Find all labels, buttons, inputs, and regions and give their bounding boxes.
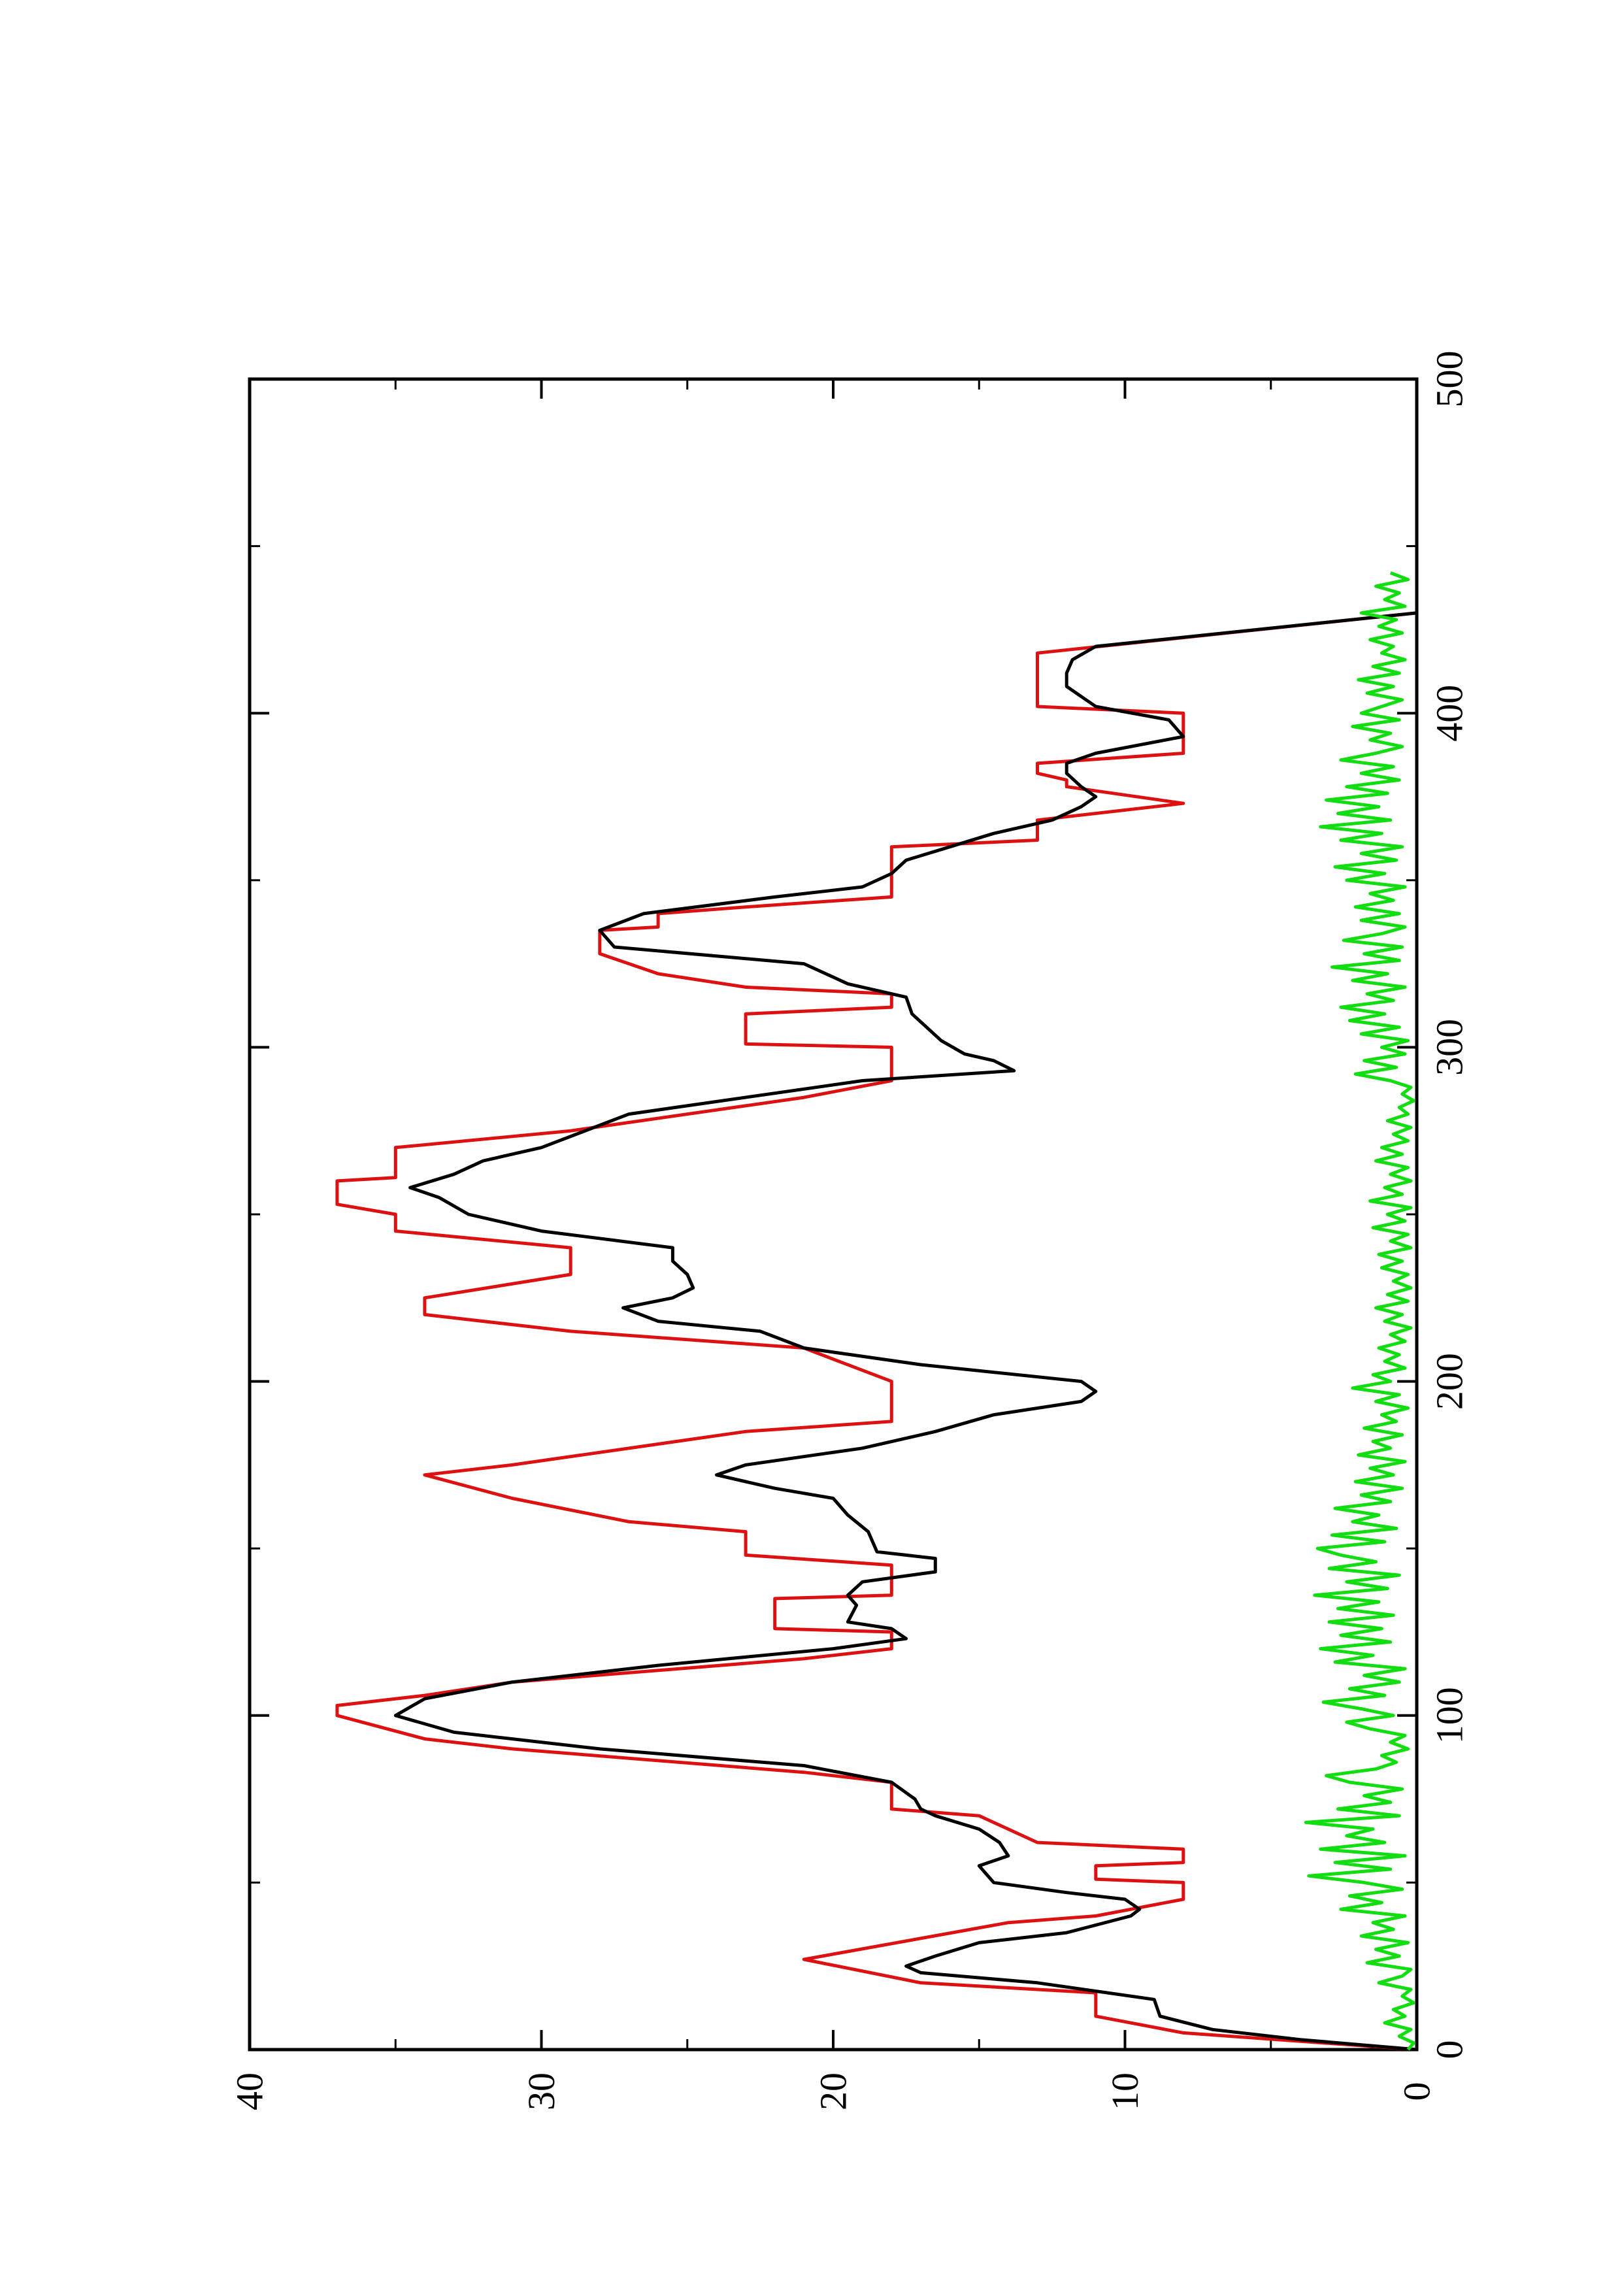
axis-ticks [248,378,1418,2051]
y-tick-label: 40 [229,2072,271,2110]
y-tick-label: 10 [1104,2072,1146,2110]
y-tick-label: 30 [520,2072,563,2110]
series-line-2 [393,611,1417,2052]
series-layer [335,571,1417,2052]
tick-labels: 0 100 200 300 400 500 0 10 20 30 40 [229,351,1471,2111]
x-tick-label: 0 [1429,2040,1471,2059]
y-tick-label: 0 [1396,2082,1438,2101]
x-tick-label: 300 [1429,1019,1471,1076]
x-tick-label: 500 [1429,351,1471,408]
x-tick-label: 100 [1429,1687,1471,1744]
series-line-1 [335,611,1417,2052]
y-tick-label: 20 [812,2072,855,2110]
series-line-3 [1304,571,1415,2051]
x-tick-label: 200 [1429,1353,1471,1410]
x-tick-label: 400 [1429,685,1471,742]
